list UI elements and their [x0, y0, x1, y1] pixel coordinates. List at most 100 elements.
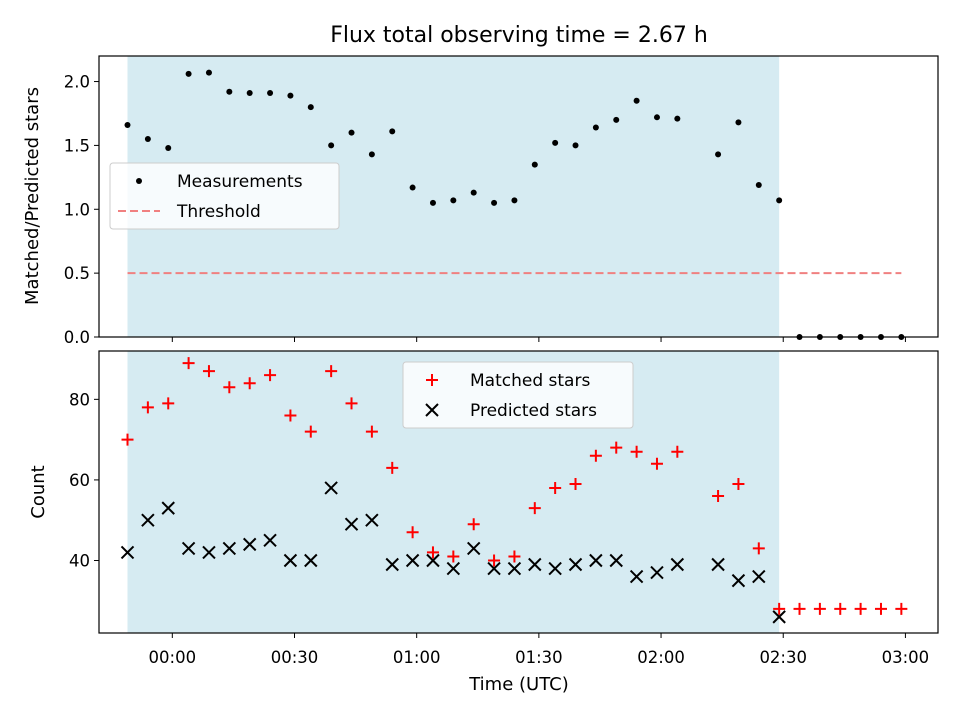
legend-top: Measurements Threshold — [109, 162, 340, 230]
data-point — [344, 517, 359, 531]
y-tick-label: 1.0 — [64, 200, 90, 219]
data-point — [185, 70, 192, 77]
data-point — [589, 553, 603, 568]
x-tick-label: 00:00 — [149, 648, 197, 667]
data-point — [447, 550, 460, 563]
legend-matched-label: Matched stars — [470, 371, 590, 391]
data-point — [650, 457, 663, 470]
data-point — [202, 545, 216, 560]
data-point — [772, 610, 786, 624]
data-point — [630, 445, 643, 458]
data-point — [328, 142, 335, 149]
plot-frame — [98, 55, 939, 338]
data-point — [569, 477, 582, 490]
data-point — [589, 449, 602, 462]
data-point — [732, 477, 745, 490]
legend-predicted-marker — [425, 403, 439, 417]
data-point — [161, 501, 175, 515]
ylabel-top: Matched/Predicted stars — [22, 87, 43, 305]
data-point — [385, 557, 399, 572]
data-point — [715, 151, 722, 158]
data-point — [120, 545, 135, 560]
data-point — [426, 546, 439, 559]
data-point — [528, 502, 541, 515]
data-point — [592, 124, 599, 131]
legend-measurements-marker — [136, 178, 142, 184]
x-tick-label: 00:30 — [271, 648, 319, 667]
data-point — [283, 553, 298, 568]
legend-matched-marker — [426, 374, 438, 386]
data-point — [755, 182, 762, 189]
legend-measurements-label: Measurements — [177, 172, 303, 192]
data-point — [284, 409, 297, 422]
y-tick-label: 40 — [69, 551, 90, 570]
data-point — [466, 541, 481, 556]
y-tick-label: 0.0 — [64, 328, 90, 347]
data-point — [670, 557, 685, 572]
y-tick-label: 60 — [69, 471, 90, 490]
data-point — [222, 541, 237, 556]
x-tick-label: 02:00 — [637, 648, 685, 667]
data-point — [365, 425, 378, 438]
legend-predicted-label: Predicted stars — [470, 401, 597, 421]
data-point — [389, 128, 396, 135]
y-tick-label: 1.5 — [64, 136, 90, 155]
x-tick-label: 02:30 — [759, 648, 807, 667]
data-point — [488, 554, 501, 567]
data-point — [508, 550, 521, 563]
data-point — [548, 561, 562, 576]
data-point — [834, 602, 847, 615]
data-point — [629, 569, 644, 584]
data-point — [653, 114, 660, 121]
data-point — [202, 365, 215, 378]
data-point — [162, 397, 175, 410]
data-point — [304, 553, 318, 568]
data-point — [671, 445, 684, 458]
y-tick-label: 0.5 — [64, 264, 90, 283]
data-point — [165, 144, 172, 151]
data-point — [552, 139, 559, 146]
data-point — [446, 561, 461, 576]
legend-threshold-label: Threshold — [176, 202, 261, 222]
data-point — [365, 513, 379, 527]
data-point — [223, 381, 236, 394]
data-point — [470, 189, 477, 196]
data-point — [450, 197, 457, 204]
data-point — [752, 542, 765, 555]
legend-bottom: Matched stars Predicted stars — [402, 361, 634, 429]
data-point — [507, 561, 522, 576]
data-point — [406, 526, 419, 539]
data-point — [467, 518, 480, 531]
data-point — [773, 602, 786, 615]
data-point — [304, 425, 317, 438]
data-point — [854, 602, 867, 615]
legend-top-frame — [109, 162, 340, 230]
data-point — [368, 151, 375, 158]
series-matched-stars — [121, 357, 908, 615]
data-point — [307, 104, 314, 111]
data-point — [813, 602, 826, 615]
data-point — [205, 69, 212, 76]
data-point — [325, 365, 338, 378]
x-tick-label: 01:30 — [515, 648, 563, 667]
data-point — [776, 197, 783, 204]
data-point — [348, 129, 355, 136]
data-point — [324, 481, 338, 495]
data-point — [181, 541, 196, 556]
data-point — [610, 441, 623, 454]
data-point — [491, 199, 498, 206]
data-point — [141, 513, 155, 527]
plot-frame — [98, 350, 939, 634]
data-point — [267, 90, 274, 97]
legend-bottom-frame — [402, 361, 634, 429]
data-point — [246, 90, 253, 97]
data-point — [711, 557, 725, 572]
data-point — [613, 116, 620, 123]
chart-title: Flux total observing time = 2.67 h — [330, 23, 708, 48]
data-point — [531, 161, 538, 168]
data-point — [141, 401, 154, 414]
data-point — [487, 561, 501, 576]
data-point — [895, 602, 908, 615]
y-tick-label: 80 — [69, 390, 90, 409]
